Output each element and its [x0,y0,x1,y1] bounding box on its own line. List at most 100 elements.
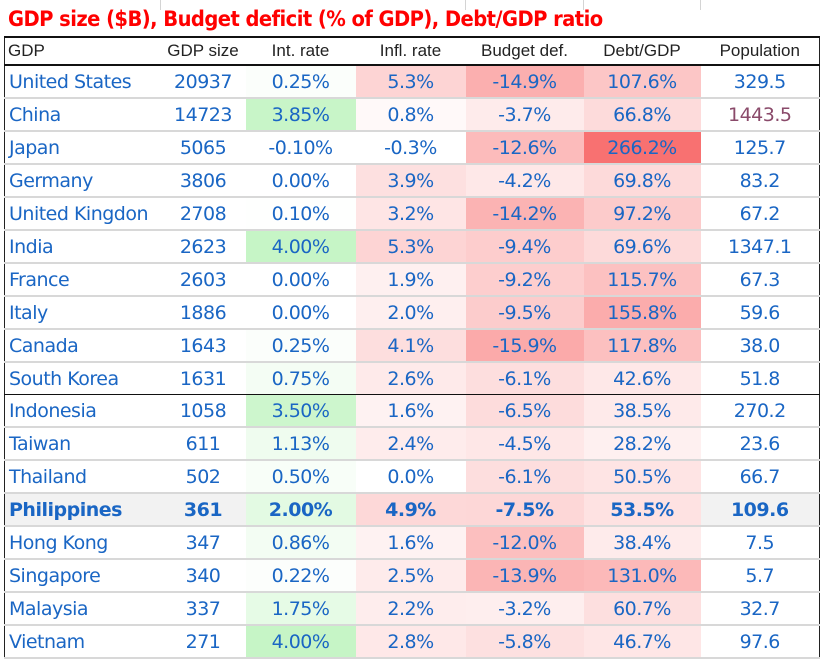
cell-budget[interactable]: -15.9% [465,329,584,363]
cell-gdp[interactable]: 611 [160,427,246,461]
cell-name[interactable]: Singapore [4,559,161,593]
cell-int[interactable]: -0.10% [245,131,356,165]
cell-debt[interactable]: 60.7% [583,592,701,626]
cell-gdp[interactable]: 1631 [160,362,246,395]
cell-int[interactable]: 0.00% [245,296,356,330]
cell-budget[interactable]: -13.9% [465,559,584,593]
cell-debt[interactable]: 69.8% [583,164,701,198]
cell-infl[interactable]: 2.5% [355,559,466,593]
header-infl-rate[interactable]: Infl. rate [355,36,466,66]
cell-debt[interactable]: 38.5% [583,394,701,428]
cell-gdp[interactable]: 5065 [160,131,246,165]
cell-debt[interactable]: 50.5% [583,460,701,494]
cell-debt[interactable]: 38.4% [583,526,701,560]
cell-name[interactable]: China [4,98,161,132]
cell-name[interactable]: Vietnam [4,625,161,659]
cell-infl[interactable]: 0.0% [355,460,466,494]
cell-budget[interactable]: -7.5% [465,493,584,527]
cell-infl[interactable]: -0.3% [355,131,466,165]
cell-debt[interactable]: 66.8% [583,98,701,132]
cell-name[interactable]: Germany [4,164,161,198]
cell-debt[interactable]: 117.8% [583,329,701,363]
cell-infl[interactable]: 2.6% [355,362,466,395]
cell-pop[interactable]: 67.3 [700,263,820,297]
cell-infl[interactable]: 2.8% [355,625,466,659]
cell-infl[interactable]: 4.1% [355,329,466,363]
cell-debt[interactable]: 115.7% [583,263,701,297]
cell-name[interactable]: Philippines [4,493,161,527]
cell-pop[interactable]: 97.6 [700,625,820,659]
header-gdp[interactable]: GDP [4,36,161,66]
cell-pop[interactable]: 5.7 [700,559,820,593]
header-budget-def[interactable]: Budget def. [465,36,584,66]
cell-pop[interactable]: 67.2 [700,197,820,231]
cell-name[interactable]: United States [4,65,161,99]
cell-debt[interactable]: 46.7% [583,625,701,659]
cell-budget[interactable]: -9.2% [465,263,584,297]
cell-name[interactable]: Italy [4,296,161,330]
cell-pop[interactable]: 66.7 [700,460,820,494]
cell-gdp[interactable]: 3806 [160,164,246,198]
cell-int[interactable]: 0.25% [245,65,356,99]
cell-budget[interactable]: -12.0% [465,526,584,560]
cell-budget[interactable]: -4.5% [465,427,584,461]
cell-budget[interactable]: -14.2% [465,197,584,231]
cell-pop[interactable]: 38.0 [700,329,820,363]
cell-pop[interactable]: 23.6 [700,427,820,461]
cell-name[interactable]: France [4,263,161,297]
header-int-rate[interactable]: Int. rate [245,36,356,66]
cell-int[interactable]: 0.86% [245,526,356,560]
cell-pop[interactable]: 32.7 [700,592,820,626]
cell-name[interactable]: United Kingdon [4,197,161,231]
cell-int[interactable]: 1.75% [245,592,356,626]
cell-int[interactable]: 0.00% [245,263,356,297]
cell-budget[interactable]: -6.1% [465,460,584,494]
header-debt-gdp[interactable]: Debt/GDP [583,36,701,66]
cell-infl[interactable]: 1.6% [355,526,466,560]
cell-name[interactable]: Canada [4,329,161,363]
cell-gdp[interactable]: 340 [160,559,246,593]
cell-budget[interactable]: -4.2% [465,164,584,198]
cell-name[interactable]: India [4,230,161,264]
cell-budget[interactable]: -14.9% [465,65,584,99]
cell-gdp[interactable]: 20937 [160,65,246,99]
cell-pop[interactable]: 125.7 [700,131,820,165]
cell-int[interactable]: 0.10% [245,197,356,231]
cell-int[interactable]: 0.22% [245,559,356,593]
cell-gdp[interactable]: 1058 [160,394,246,428]
cell-gdp[interactable]: 2603 [160,263,246,297]
cell-int[interactable]: 0.25% [245,329,356,363]
cell-infl[interactable]: 5.3% [355,230,466,264]
cell-infl[interactable]: 1.9% [355,263,466,297]
cell-infl[interactable]: 5.3% [355,65,466,99]
cell-budget[interactable]: -6.5% [465,394,584,428]
cell-debt[interactable]: 266.2% [583,131,701,165]
cell-pop[interactable]: 83.2 [700,164,820,198]
cell-int[interactable]: 1.13% [245,427,356,461]
cell-infl[interactable]: 2.2% [355,592,466,626]
cell-pop[interactable]: 109.6 [700,493,820,527]
cell-int[interactable]: 4.00% [245,625,356,659]
cell-int[interactable]: 3.85% [245,98,356,132]
cell-infl[interactable]: 2.0% [355,296,466,330]
cell-name[interactable]: Japan [4,131,161,165]
cell-gdp[interactable]: 502 [160,460,246,494]
cell-gdp[interactable]: 1643 [160,329,246,363]
cell-int[interactable]: 0.50% [245,460,356,494]
cell-gdp[interactable]: 271 [160,625,246,659]
cell-name[interactable]: Hong Kong [4,526,161,560]
cell-debt[interactable]: 97.2% [583,197,701,231]
cell-budget[interactable]: -3.2% [465,592,584,626]
cell-gdp[interactable]: 347 [160,526,246,560]
cell-pop[interactable]: 1347.1 [700,230,820,264]
cell-infl[interactable]: 3.9% [355,164,466,198]
cell-budget[interactable]: -9.5% [465,296,584,330]
cell-debt[interactable]: 155.8% [583,296,701,330]
cell-int[interactable]: 2.00% [245,493,356,527]
cell-debt[interactable]: 28.2% [583,427,701,461]
cell-budget[interactable]: -9.4% [465,230,584,264]
cell-infl[interactable]: 4.9% [355,493,466,527]
cell-name[interactable]: Indonesia [4,394,161,428]
cell-budget[interactable]: -3.7% [465,98,584,132]
cell-debt[interactable]: 42.6% [583,362,701,395]
